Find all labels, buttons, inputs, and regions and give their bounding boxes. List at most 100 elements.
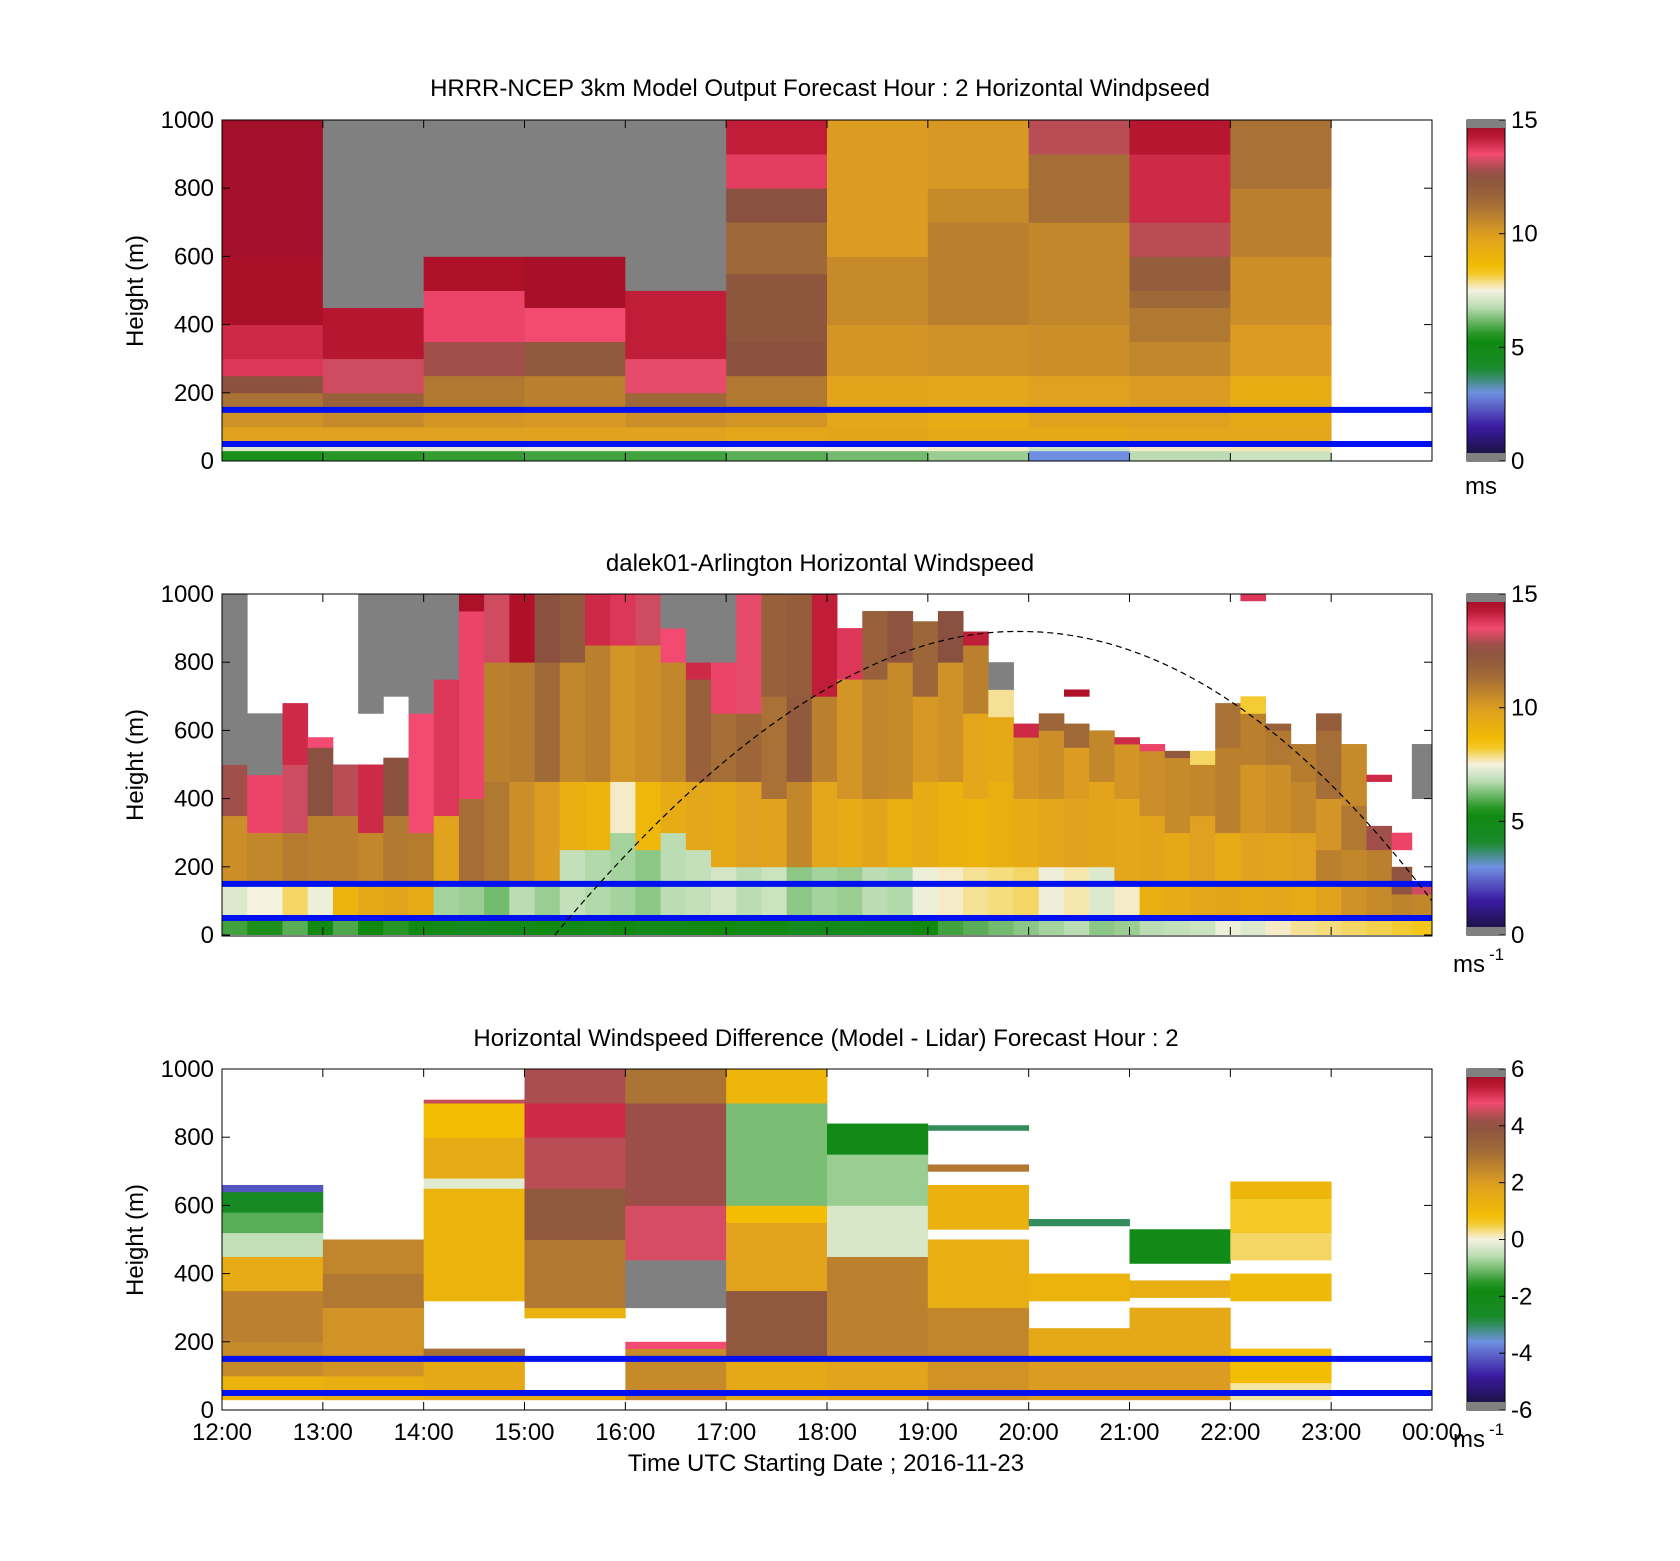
heatmap-cell: [660, 917, 687, 935]
model-panel: HRRR-NCEP 3km Model Output Forecast Hour…: [122, 75, 1538, 500]
y-axis-label: Height (m): [122, 709, 149, 821]
heatmap-cell: [1028, 222, 1130, 325]
heatmap-cell: [685, 662, 712, 680]
heatmap-cell: [862, 679, 888, 799]
y-axis-label: Height (m): [122, 235, 149, 347]
heatmap-cell: [222, 1290, 324, 1343]
heatmap-cell: [1230, 120, 1332, 189]
heatmap-cell: [1215, 832, 1241, 885]
colorbar-tick-label: 6: [1511, 1056, 1524, 1083]
heatmap-cell: [827, 1154, 929, 1206]
heatmap-cell: [1341, 744, 1367, 806]
heatmap-cell: [509, 594, 535, 663]
heatmap-cell: [761, 594, 788, 697]
heatmap-cell: [322, 1307, 425, 1377]
heatmap-cell: [726, 1103, 828, 1206]
heatmap-cell: [811, 917, 838, 935]
heatmap-cell: [1240, 696, 1267, 714]
panel-title: dalek01-Arlington Horizontal Windspeed: [606, 550, 1034, 577]
heatmap-cell: [726, 273, 828, 343]
heatmap-cell: [827, 445, 929, 452]
heatmap-cell: [887, 662, 914, 799]
heatmap-cell: [1230, 1232, 1332, 1261]
heatmap-cell: [332, 917, 359, 935]
heatmap-cell: [1230, 1273, 1332, 1302]
heatmap-cell: [222, 450, 324, 461]
heatmap-cell: [1411, 883, 1432, 895]
heatmap-cell: [625, 1259, 727, 1309]
heatmap-cell: [1341, 917, 1367, 935]
heatmap-cell: [736, 594, 762, 714]
heatmap-cell: [1230, 1348, 1332, 1384]
heatmap-cell: [1129, 1280, 1231, 1298]
heatmap-cell: [559, 781, 586, 851]
heatmap-cell: [423, 426, 525, 441]
heatmap-cell: [282, 917, 309, 935]
heatmap-cell: [862, 866, 888, 919]
heatmap-cell: [524, 1069, 626, 1104]
heatmap-cell: [1290, 744, 1317, 782]
heatmap-cell: [222, 764, 248, 817]
colorbar: 0 5 10 15 ms -1: [1453, 581, 1538, 978]
heatmap-cell: [433, 594, 460, 680]
heatmap-cell: [423, 1103, 525, 1138]
heatmap-cell: [711, 866, 737, 919]
heatmap-cell: [222, 358, 324, 377]
heatmap-cell: [1038, 713, 1065, 731]
heatmap-cell: [927, 1239, 1030, 1309]
y-tick-label: 400: [174, 312, 214, 339]
heatmap-cell: [635, 645, 662, 782]
heatmap-cell: [1341, 883, 1367, 919]
heatmap-cell: [322, 392, 425, 411]
heatmap-cell: [1028, 120, 1130, 155]
heatmap-cell: [685, 679, 712, 782]
difference-panel: Horizontal Windspeed Difference (Model -…: [122, 1025, 1532, 1453]
heatmap-cell: [937, 917, 964, 935]
colorbar: 0 5 10 15 ms: [1465, 107, 1538, 500]
y-axis-label: Height (m): [122, 1184, 149, 1296]
heatmap-cell: [383, 917, 409, 935]
heatmap-cell: [1089, 866, 1115, 919]
heatmap-cell: [1013, 737, 1040, 799]
heatmap-cell: [423, 375, 525, 411]
heatmap-cell: [625, 409, 727, 428]
heatmap-cell: [1114, 798, 1140, 885]
heatmap-cell: [322, 1273, 425, 1309]
heatmap-cell: [322, 1375, 425, 1401]
colorbar-tick-label: -6: [1511, 1397, 1532, 1424]
heatmap-cell: [484, 883, 510, 919]
y-tick-label: 400: [174, 786, 214, 813]
heatmap-cell: [423, 1137, 525, 1179]
heatmap-cell: [1265, 730, 1292, 765]
heatmap-cell: [585, 594, 611, 646]
heatmap-cell: [862, 611, 888, 680]
heatmap-cell: [827, 409, 929, 428]
heatmap-cell: [1164, 757, 1191, 834]
heatmap-cell: [332, 764, 359, 817]
y-tick-label: 200: [174, 854, 214, 881]
heatmap-cell: [484, 917, 510, 935]
colorbar-scale: [1466, 119, 1506, 462]
heatmap-cell: [222, 594, 248, 765]
heatmap-cell: [458, 917, 485, 935]
heatmap-cell: [927, 188, 1030, 223]
heatmap-cell: [726, 222, 828, 274]
heatmap-cell: [1114, 744, 1140, 799]
heatmap-cell: [585, 781, 611, 851]
heatmap-cell: [247, 832, 283, 885]
colorbar-under: [1467, 453, 1505, 461]
heatmap-cell: [726, 341, 828, 377]
panel-title: HRRR-NCEP 3km Model Output Forecast Hour…: [430, 75, 1210, 102]
x-tick-label: 23:00: [1301, 1419, 1361, 1446]
heatmap-cell: [862, 917, 888, 935]
heatmap-cell: [408, 832, 435, 885]
heatmap-cell: [222, 1191, 324, 1213]
colorbar-tick-label: 0: [1511, 1227, 1524, 1254]
heatmap-cell: [1129, 409, 1231, 428]
heatmap-cell: [1190, 917, 1216, 935]
colorbar-unit-exponent: -1: [1489, 1420, 1504, 1439]
heatmap-cell: [988, 662, 1014, 690]
heatmap-cell: [1063, 798, 1090, 868]
heatmap-cell: [524, 1137, 626, 1189]
heatmap-cell: [610, 832, 636, 919]
